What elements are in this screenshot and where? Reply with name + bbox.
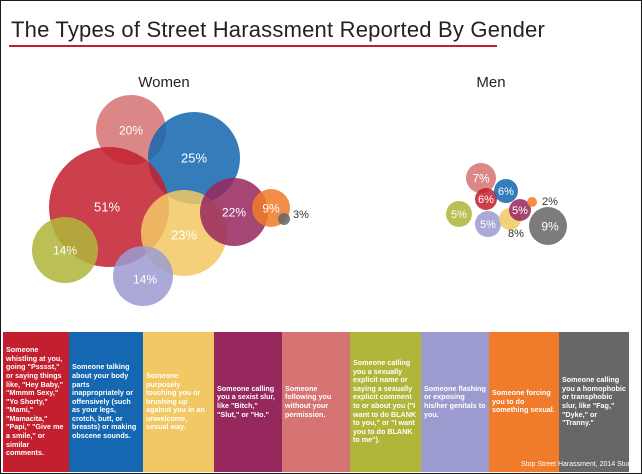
- title-underline: [9, 45, 497, 47]
- men-bubble-chart: Men 6% 6% 8% 5% 7% 5% 5% 2% 9%: [446, 74, 567, 245]
- women-bubble-2: [148, 112, 240, 204]
- women-bubbles: [32, 95, 290, 306]
- women-bubble-labels: 51% 25% 23% 22% 20% 14% 14% 9% 3%: [53, 123, 309, 286]
- men-bubble-5: [466, 163, 496, 193]
- men-bubble-1: [475, 188, 497, 210]
- women-bubble-9: [278, 213, 290, 225]
- men-bubble-2: [494, 179, 518, 203]
- bubble-charts: Women 51%25%23%22%20%14%14%9% 3% Men 6%6%…: [32, 74, 567, 306]
- men-bubble-label-3: 8%: [508, 228, 524, 240]
- women-bubble-label-9: 3%: [293, 209, 309, 221]
- women-bubble-6: [32, 217, 98, 283]
- legend-item-4: Someone calling you a sexist slur, like …: [214, 332, 282, 472]
- men-bubble-4: [509, 199, 531, 221]
- legend-item-2: Someone talking about your body parts in…: [69, 332, 143, 472]
- men-bubble-label-7: 5%: [480, 219, 496, 231]
- men-bubble-label-6: 5%: [451, 209, 467, 221]
- legend-item-9: Someone calling you a homophobic or tran…: [559, 332, 629, 472]
- women-bubble-7: [113, 246, 173, 306]
- men-bubble-label-8: 2%: [542, 196, 558, 208]
- legend-item-text: Someone following you without your permi…: [285, 383, 332, 419]
- page-title: The Types of Street Harassment Reported …: [11, 17, 545, 42]
- legend-item-text: Someone flashing or exposing his/her gen…: [424, 383, 486, 419]
- women-chart-title: Women: [138, 74, 189, 91]
- men-bubble-label-4: 5%: [512, 205, 528, 217]
- legend-item-7: Someone flashing or exposing his/her gen…: [421, 332, 489, 472]
- men-bubble-label-5: 7%: [472, 171, 490, 185]
- women-bubble-label-8: 9%: [262, 201, 280, 215]
- men-bubble-label-1: 6%: [478, 194, 494, 206]
- men-bubbles: [446, 163, 567, 245]
- source-credit: Stop Street Harassment, 2014 Study: [520, 461, 635, 468]
- legend-item-text: Someone talking about your body parts in…: [72, 362, 137, 441]
- men-bubble-label-2: 6%: [498, 186, 514, 198]
- women-bubble-label-2: 25%: [181, 151, 207, 166]
- legend-item-6: Someone calling you a sexually explicit …: [350, 332, 421, 472]
- legend-item-8: Someone forcing you to do something sexu…: [489, 332, 559, 472]
- legend-item-text: Someone calling you a sexually explicit …: [353, 358, 417, 445]
- women-bubble-chart: Women 51% 25% 23% 22% 20% 14% 14% 9% 3%: [32, 74, 309, 306]
- legend-item-text: Someone calling you a homophobic or tran…: [562, 375, 626, 428]
- men-bubble-7: [475, 211, 501, 237]
- legend-item-text: Someone forcing you to do something sexu…: [492, 388, 555, 415]
- women-bubble-label-7: 14%: [133, 272, 157, 286]
- men-bubble-8: [527, 197, 537, 207]
- women-bubble-label-6: 14%: [53, 243, 77, 257]
- legend-item-1: Someone whistling at you, going "Psssst,…: [3, 332, 69, 472]
- legend-item-3: Someone purposely touching you or brushi…: [143, 332, 214, 472]
- men-bubble-labels: 6% 6% 8% 5% 7% 5% 5% 2% 9%: [451, 171, 559, 240]
- women-bubble-label-3: 23%: [171, 228, 197, 243]
- men-bubble-9: [529, 207, 567, 245]
- legend-item-text: Someone purposely touching you or brushi…: [146, 370, 205, 432]
- women-bubble-4: [200, 178, 268, 246]
- women-bubble-label-1: 51%: [94, 200, 120, 215]
- legend-item-text: Someone whistling at you, going "Psssst,…: [6, 345, 64, 458]
- men-chart-title: Men: [476, 74, 505, 91]
- category-legend: Someone whistling at you, going "Psssst,…: [3, 332, 639, 472]
- legend-item-5: Someone following you without your permi…: [282, 332, 350, 472]
- women-bubble-label-4: 22%: [222, 205, 246, 219]
- men-bubble-label-9: 9%: [541, 219, 559, 233]
- women-bubble-label-5: 20%: [119, 123, 143, 137]
- men-bubble-6: [446, 201, 472, 227]
- legend-item-text: Someone calling you a sexist slur, like …: [217, 383, 275, 419]
